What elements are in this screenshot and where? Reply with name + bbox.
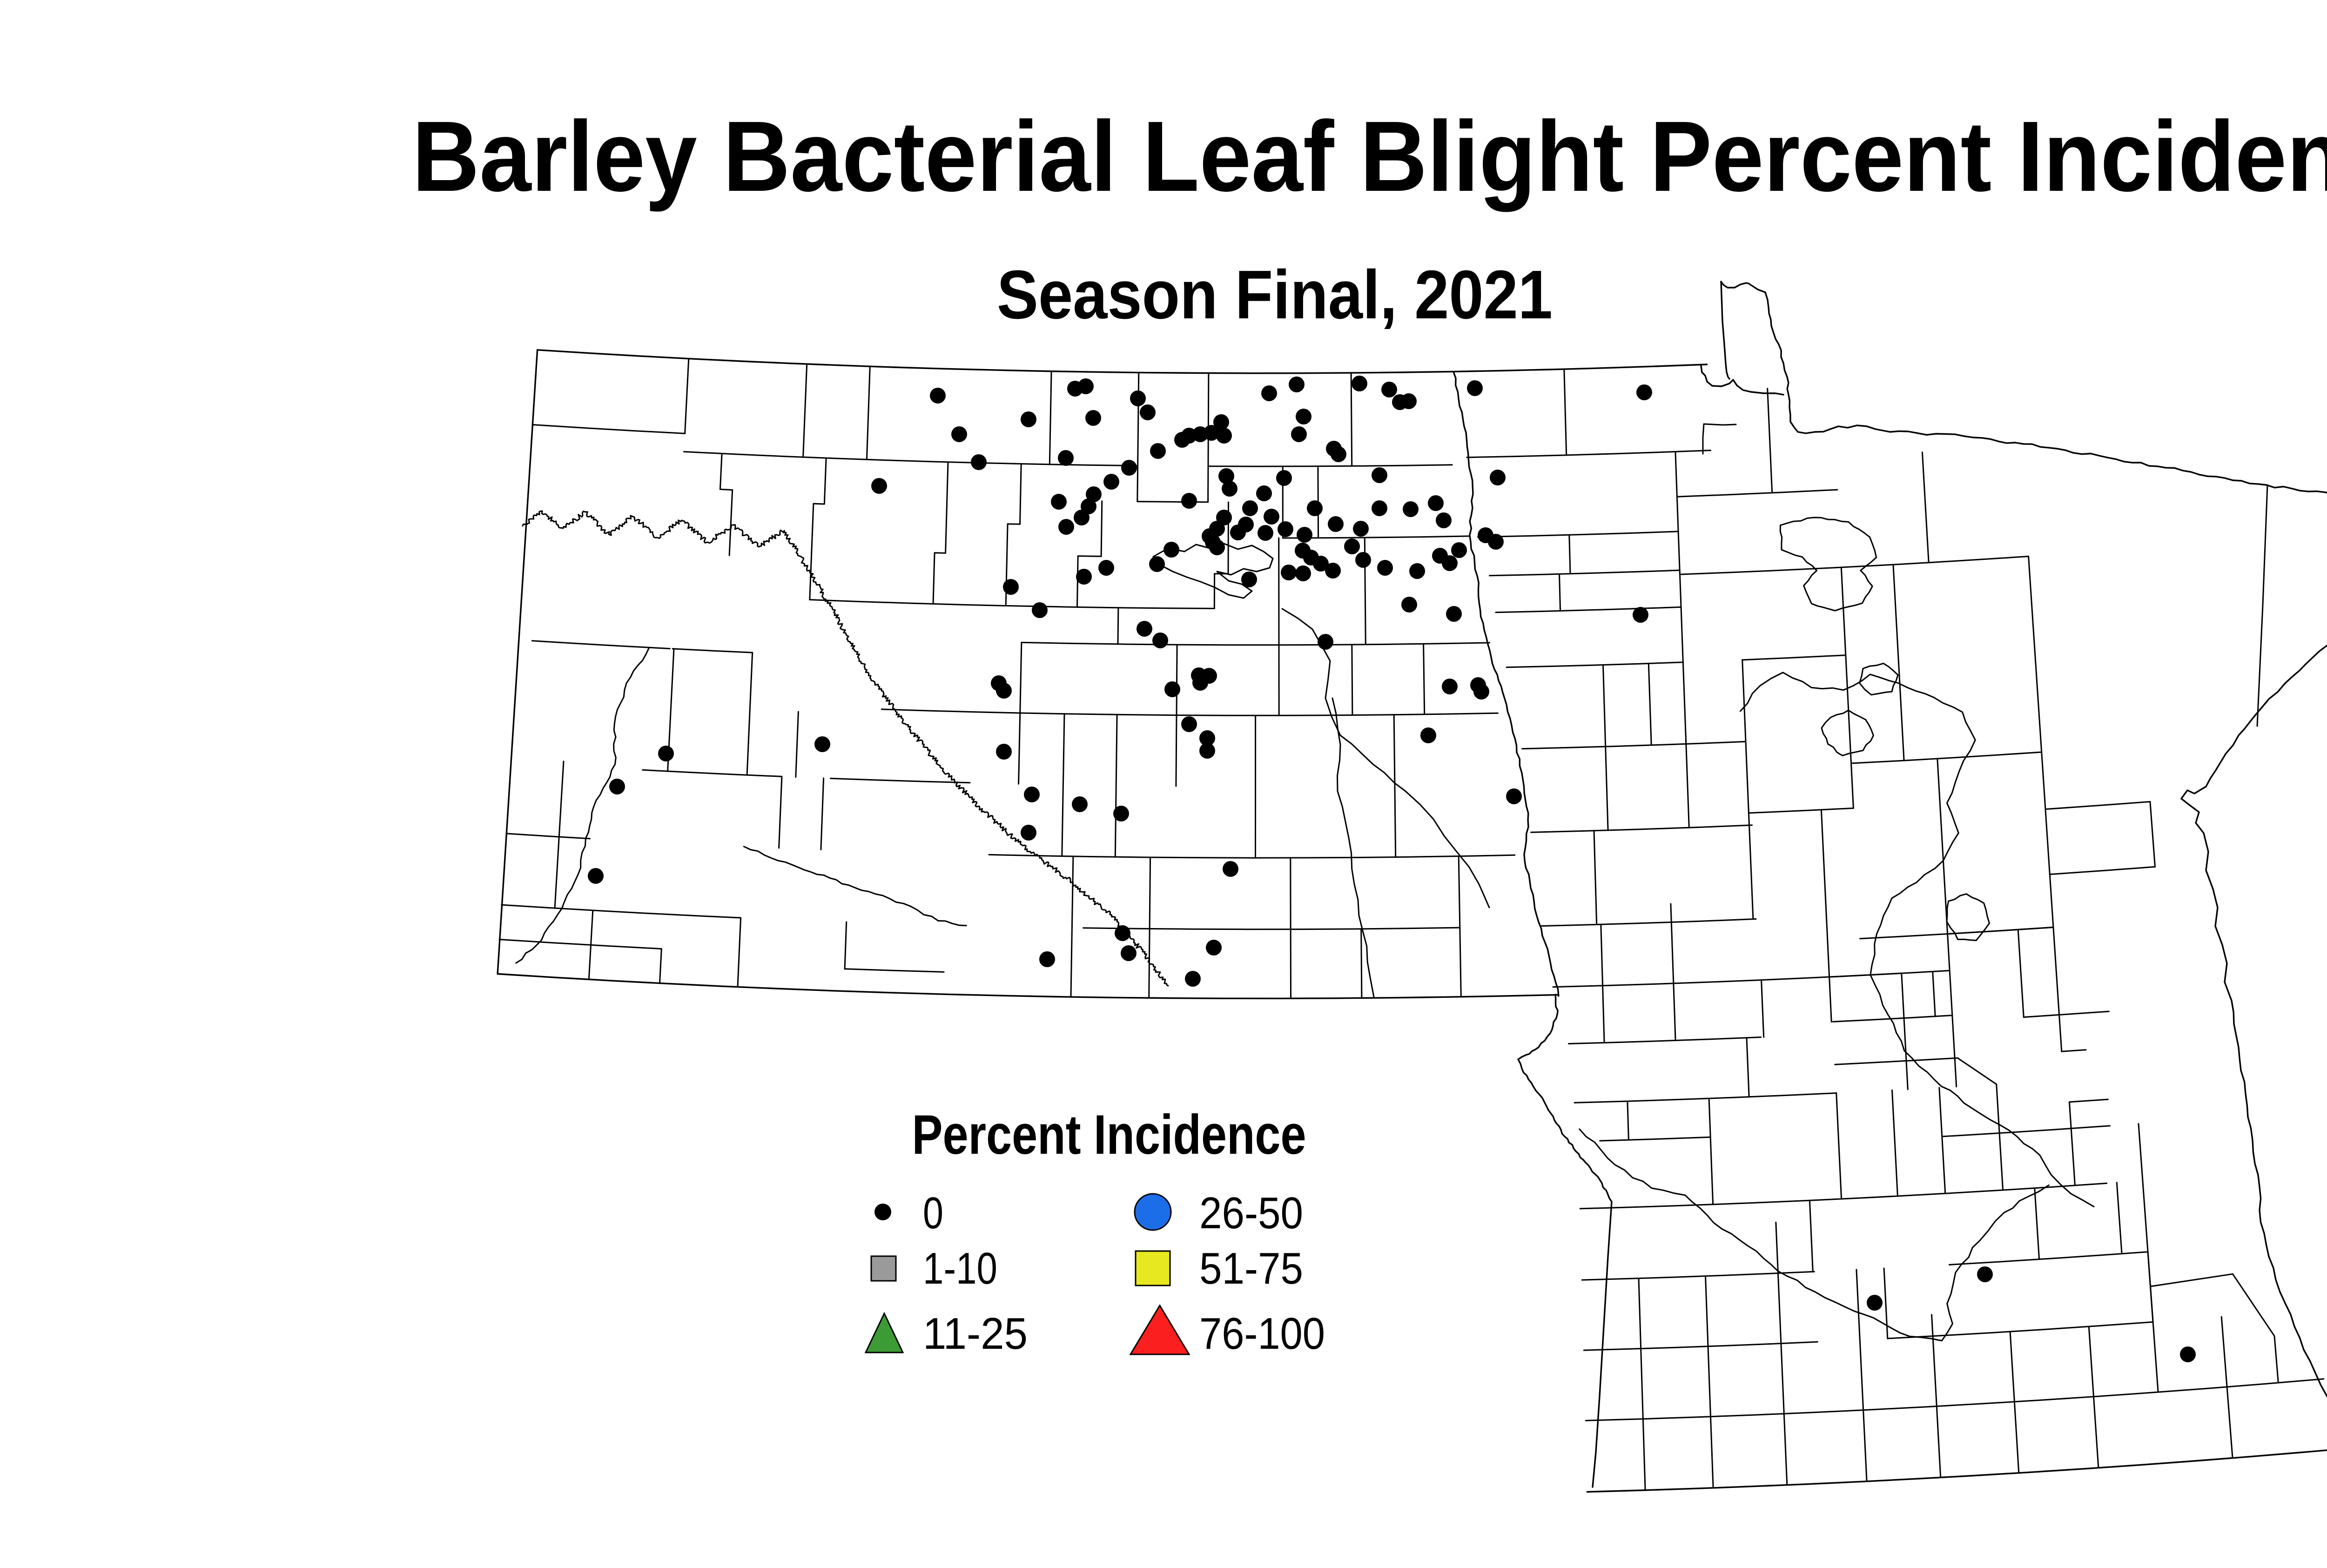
svg-text:11-25: 11-25 <box>923 1309 1028 1359</box>
svg-text:76-100: 76-100 <box>1199 1309 1325 1359</box>
svg-text:Barley Bacterial Leaf Blight P: Barley Bacterial Leaf Blight Percent Inc… <box>412 100 2327 212</box>
svg-text:26-50: 26-50 <box>1199 1188 1303 1238</box>
svg-text:Season Final, 2021: Season Final, 2021 <box>997 256 1553 333</box>
svg-text:0: 0 <box>923 1188 943 1238</box>
svg-text:Percent Incidence: Percent Incidence <box>912 1104 1306 1166</box>
svg-text:51-75: 51-75 <box>1199 1244 1303 1293</box>
svg-text:1-10: 1-10 <box>923 1244 997 1293</box>
